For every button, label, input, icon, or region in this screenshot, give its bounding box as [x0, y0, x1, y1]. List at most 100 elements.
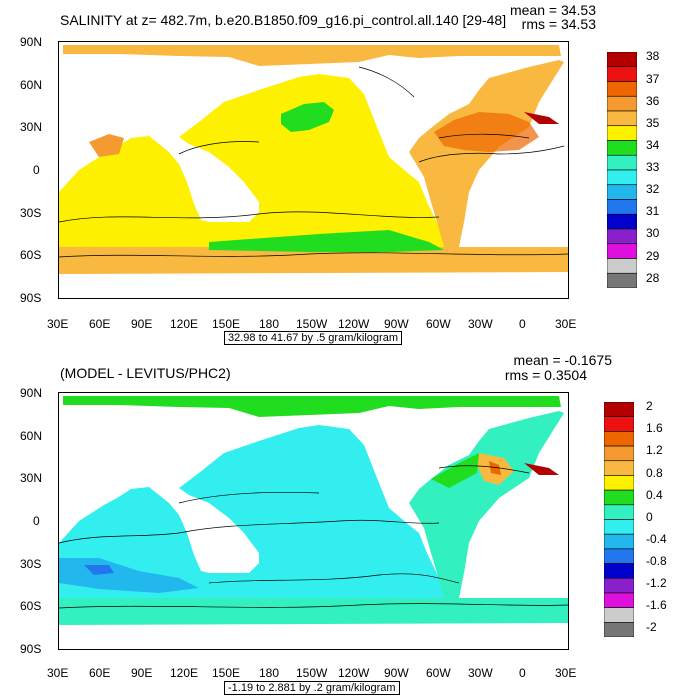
- colorbar-label: 0: [646, 510, 653, 524]
- colorbar-swatch: [604, 622, 634, 637]
- colorbar-swatch: [607, 52, 637, 68]
- lat-label: 90N: [20, 35, 43, 49]
- mean-stat: mean = 34.53: [509, 2, 596, 18]
- lon-label: 90E: [131, 666, 153, 680]
- colorbar-label: -0.8: [646, 554, 667, 568]
- lat-label: 30S: [20, 206, 42, 220]
- colorbar-swatch: [607, 272, 637, 288]
- colorbar-swatch: [604, 475, 634, 491]
- colorbar-label: -2: [646, 620, 657, 634]
- lon-label: 30W: [468, 317, 493, 331]
- colorbar-label: 34: [646, 138, 660, 152]
- gulf-stream-core: [489, 461, 501, 475]
- lon-label: 30E: [555, 317, 577, 331]
- colorbar-swatch: [604, 431, 634, 447]
- colorbar-swatch: [604, 607, 634, 623]
- colorbar-label: 0.4: [646, 488, 663, 502]
- lon-label: 60W: [426, 317, 451, 331]
- colorbar-swatches: [607, 52, 637, 288]
- colorbar-swatch: [604, 416, 634, 432]
- pacific-ocean: [179, 425, 444, 598]
- colorbar-swatch: [604, 402, 634, 417]
- salinity-field: [59, 45, 568, 274]
- colorbar-swatch: [607, 184, 637, 200]
- lon-label: 120W: [338, 317, 370, 331]
- colorbar-swatch: [607, 66, 637, 82]
- colorbar-label: 36: [646, 94, 660, 108]
- contour-caption: -1.19 to 2.881 by .2 gram/kilogram: [224, 681, 400, 695]
- arabian-sea: [89, 134, 124, 157]
- colorbar-label: -0.4: [646, 532, 667, 546]
- colorbar-label: 30: [646, 226, 660, 240]
- lon-label: 180: [259, 666, 280, 680]
- lat-label: 60S: [20, 599, 42, 613]
- colorbar-swatch: [607, 81, 637, 97]
- colorbar-swatch: [604, 563, 634, 579]
- lon-label: 150E: [212, 666, 241, 680]
- north-pacific-low: [281, 102, 334, 132]
- colorbar-swatch: [607, 199, 637, 215]
- colorbar-swatch: [604, 592, 634, 608]
- colorbar-swatch: [607, 228, 637, 245]
- atlantic-ocean: [409, 411, 564, 598]
- contour-lines: [59, 66, 568, 258]
- difference-map: [58, 392, 569, 650]
- colorbar-label: 1.6: [646, 421, 663, 435]
- arctic-ocean: [63, 45, 561, 66]
- colorbar-swatch: [604, 445, 634, 462]
- colorbar-swatch: [604, 504, 634, 520]
- colorbar-swatch: [607, 140, 637, 156]
- pacific-ocean: [179, 74, 444, 247]
- colorbar-label: 35: [646, 116, 660, 130]
- lat-label: 30S: [20, 557, 42, 571]
- contour-caption: 32.98 to 41.67 by .5 gram/kilogram: [224, 331, 402, 345]
- colorbar-swatch: [604, 533, 634, 550]
- colorbar-swatch: [607, 243, 637, 259]
- lon-label: 60W: [426, 666, 451, 680]
- colorbar-swatch: [604, 460, 634, 476]
- rms-stat: rms = 34.53: [521, 16, 596, 32]
- lat-label: 60N: [20, 429, 43, 443]
- lat-label: 0: [33, 163, 40, 177]
- arctic-ocean: [63, 396, 561, 417]
- lat-label: 30N: [20, 471, 43, 485]
- colorbar-label: 32: [646, 182, 660, 196]
- colorbar-swatch: [607, 95, 637, 112]
- colorbar-label: 0.8: [646, 466, 663, 480]
- salinity-map: [58, 41, 569, 299]
- lat-label: 90S: [20, 642, 42, 656]
- colorbar-swatch: [607, 154, 637, 171]
- colorbar-label: 2: [646, 399, 653, 413]
- lon-label: 150W: [296, 317, 328, 331]
- lon-label: 0: [519, 666, 526, 680]
- indian-ocean: [59, 136, 209, 247]
- lat-label: 60S: [20, 248, 42, 262]
- lon-label: 90E: [131, 317, 153, 331]
- colorbar-label: 37: [646, 72, 660, 86]
- mediterranean-high: [524, 112, 559, 124]
- lon-label: 150W: [296, 666, 328, 680]
- lat-label: 0: [33, 514, 40, 528]
- lon-label: 60E: [89, 317, 111, 331]
- colorbar-label: -1.2: [646, 576, 667, 590]
- colorbar-swatch: [604, 577, 634, 594]
- lon-label: 90W: [384, 666, 409, 680]
- colorbar-swatch: [607, 213, 637, 230]
- colorbar-swatch: [607, 169, 637, 186]
- mean-stat: mean = -0.1675: [513, 352, 612, 368]
- lon-label: 90W: [384, 317, 409, 331]
- lon-label: 120E: [170, 317, 199, 331]
- lat-label: 90S: [20, 291, 42, 305]
- colorbar-swatch: [604, 548, 634, 564]
- lon-label: 180: [259, 317, 280, 331]
- mediterranean-high: [524, 463, 559, 475]
- north-atlantic-high: [434, 112, 539, 152]
- panel-title: SALINITY at z= 482.7m, b.e20.B1850.f09_g…: [60, 12, 507, 28]
- colorbar-swatch: [604, 489, 634, 506]
- indian-strong-negative: [84, 565, 114, 575]
- lat-label: 30N: [20, 120, 43, 134]
- lon-label: 30E: [47, 317, 69, 331]
- colorbar-label: 38: [646, 49, 660, 63]
- lon-label: 0: [519, 317, 526, 331]
- contour-lines: [59, 465, 568, 609]
